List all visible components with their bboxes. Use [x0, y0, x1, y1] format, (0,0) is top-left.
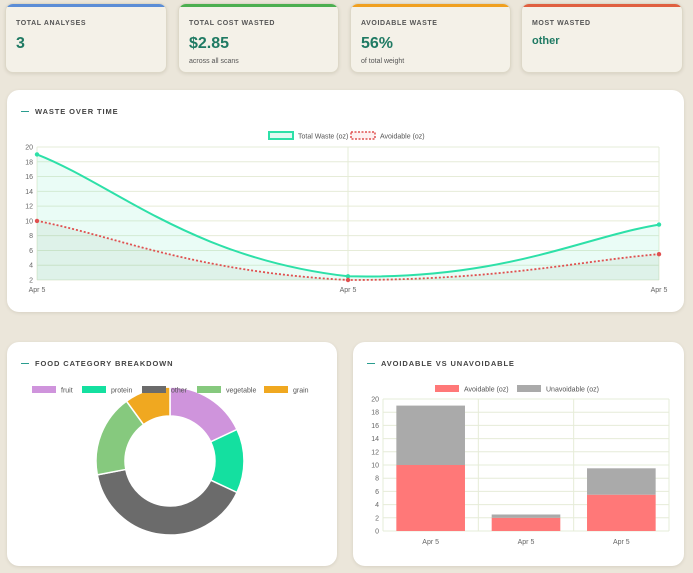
x-tick-label: Apr 5	[613, 539, 630, 546]
stat-value: $2.85	[189, 35, 230, 52]
legend-swatch	[435, 385, 459, 392]
legend-label: Total Waste (oz)	[298, 134, 348, 141]
waste-over-time-card: WASTE OVER TIME 2 4 6 8 10 12 14 16 18 20 Apr 5 Apr…	[7, 90, 684, 312]
title-dash	[21, 110, 29, 113]
accent-bar	[522, 4, 682, 7]
stat-label: AVOIDABLE WASTE	[361, 20, 438, 27]
title-dash	[21, 362, 29, 365]
legend-label: Unavoidable (oz)	[546, 387, 599, 394]
legend-swatch	[268, 131, 294, 140]
bar-segment	[396, 405, 465, 465]
x-tick-label: Apr 5	[422, 539, 439, 546]
section-title: AVOIDABLE VS UNAVOIDABLE	[367, 359, 515, 368]
y-tick-label: 14	[25, 189, 33, 196]
section-title-text: AVOIDABLE VS UNAVOIDABLE	[381, 359, 515, 368]
y-tick-label: 2	[375, 515, 379, 522]
legend-swatch	[32, 386, 56, 393]
section-title: FOOD CATEGORY BREAKDOWN	[21, 359, 173, 368]
stat-subtext: of total weight	[361, 58, 405, 65]
y-tick-label: 6	[375, 489, 379, 496]
y-tick-label: 18	[371, 410, 379, 417]
stat-value: 56%	[361, 35, 394, 52]
legend-swatch	[264, 386, 288, 393]
y-tick-label: 10	[371, 463, 379, 470]
legend-swatch	[82, 386, 106, 393]
y-tick-label: 12	[25, 204, 33, 211]
y-tick-label: 6	[29, 248, 33, 255]
y-tick-label: 4	[29, 263, 33, 270]
x-tick-label: Apr 5	[651, 287, 668, 294]
doughnut-chart: fruit protein other vegetable grain	[32, 386, 309, 536]
stat-value: other	[532, 35, 560, 47]
stat-label: TOTAL ANALYSES	[16, 20, 87, 27]
bar-segment	[587, 468, 656, 495]
y-tick-label: 14	[371, 436, 379, 443]
title-dash	[367, 362, 375, 365]
section-title: WASTE OVER TIME	[21, 107, 119, 116]
legend-swatch	[517, 385, 541, 392]
stacked-bar-chart: 0 2 4 6 8 10 12 14 16 18 20 Apr 5 Apr 5 Apr 5 Avoidabl…	[371, 385, 670, 546]
accent-bar	[6, 4, 166, 7]
legend-label: vegetable	[226, 388, 256, 395]
accent-bar	[179, 4, 338, 7]
stat-label: TOTAL COST WASTED	[189, 20, 276, 27]
y-tick-label: 2	[29, 278, 33, 285]
legend-label: protein	[111, 388, 133, 395]
y-tick-label: 16	[25, 174, 33, 181]
legend-label: grain	[293, 388, 309, 395]
legend-swatch	[350, 131, 376, 140]
avoidable-card: AVOIDABLE VS UNAVOIDABLE 0 2 4 6 8 10 12 14 16 18…	[353, 342, 684, 566]
data-point	[34, 218, 40, 224]
x-tick-label: Apr 5	[340, 287, 357, 294]
bar-segment	[396, 465, 465, 531]
y-tick-label: 18	[25, 159, 33, 166]
legend-label: other	[171, 388, 188, 395]
section-title-text: FOOD CATEGORY BREAKDOWN	[35, 359, 174, 368]
stat-subtext: across all scans	[189, 58, 239, 65]
y-tick-label: 12	[371, 449, 379, 456]
bar-segment	[491, 514, 561, 518]
legend-label: Avoidable (oz)	[380, 134, 425, 141]
legend-swatch	[197, 386, 221, 393]
data-point	[34, 152, 40, 157]
food-category-card: FOOD CATEGORY BREAKDOWN fruit protein othe…	[7, 342, 337, 566]
stat-label: MOST WASTED	[532, 20, 591, 27]
stat-card-total-cost: TOTAL COST WASTED $2.85 across all scans	[178, 3, 339, 73]
y-tick-label: 10	[25, 218, 33, 225]
stat-value: 3	[16, 35, 25, 52]
stat-card-most-wasted: MOST WASTED other	[521, 3, 683, 73]
y-tick-label: 8	[29, 233, 33, 240]
legend-label: Avoidable (oz)	[464, 387, 509, 394]
slice-grain	[125, 386, 171, 426]
data-point	[656, 222, 662, 227]
x-tick-label: Apr 5	[518, 539, 535, 546]
y-tick-label: 8	[375, 476, 379, 483]
series-area	[37, 154, 659, 280]
slice-other	[96, 468, 238, 536]
legend-label: fruit	[61, 388, 73, 395]
data-point	[656, 251, 662, 257]
legend-swatch	[142, 386, 166, 393]
data-point	[345, 277, 351, 283]
section-title-text: WASTE OVER TIME	[35, 107, 119, 116]
y-tick-label: 4	[375, 502, 379, 509]
y-tick-label: 16	[371, 423, 379, 430]
y-tick-label: 20	[25, 145, 33, 152]
data-point	[345, 274, 351, 279]
y-tick-label: 0	[375, 529, 379, 536]
x-tick-label: Apr 5	[29, 287, 46, 294]
line-chart: 2 4 6 8 10 12 14 16 18 20 Apr 5 Apr 5 Apr 5 Total Was…	[25, 131, 668, 294]
stat-card-avoidable-waste: AVOIDABLE WASTE 56% of total weight	[350, 3, 511, 73]
stat-card-total-analyses: TOTAL ANALYSES 3	[5, 3, 167, 73]
bar-segment	[491, 517, 561, 531]
series-area	[37, 220, 659, 280]
bar-segment	[587, 494, 656, 531]
y-tick-label: 20	[371, 397, 379, 404]
accent-bar	[351, 4, 510, 7]
